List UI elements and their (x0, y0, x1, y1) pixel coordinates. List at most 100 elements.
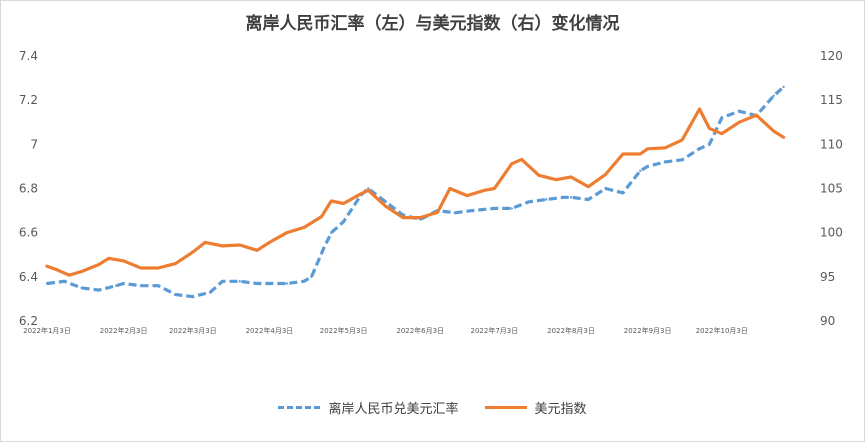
series-1-point (139, 284, 143, 287)
series-1-point (681, 158, 684, 161)
series-1-point (663, 160, 667, 164)
series-2-point (107, 257, 111, 260)
series-2-point (708, 127, 711, 130)
series-2-point (639, 152, 642, 156)
series-1-point (737, 110, 741, 113)
series-2-point (483, 189, 486, 192)
series-2-point (555, 178, 558, 181)
y-left-tick-label: 6.6 (19, 226, 38, 240)
series-1-point (384, 200, 387, 203)
series-2-point (681, 138, 684, 142)
series-2-point (238, 243, 241, 247)
series-line-1 (46, 85, 785, 299)
legend-label-series-1: 离岸人民币兑美元汇率 (328, 402, 459, 417)
series-2-point (45, 265, 49, 268)
series-1-point (621, 191, 625, 195)
series-2-point (80, 270, 83, 273)
series-2-point (772, 129, 775, 133)
chart-title: 离岸人民币汇率（左）与美元指数（右）变化情况 (245, 14, 620, 34)
series-2-point (384, 205, 387, 208)
series-2-point (493, 187, 496, 190)
series-2-point (68, 273, 71, 277)
y-left-tick-label: 6.2 (19, 314, 38, 328)
series-1-point (782, 85, 785, 89)
series-1-point (527, 200, 531, 203)
x-tick-label: 2022年8月3日 (547, 326, 595, 335)
series-1-point (238, 280, 241, 283)
series-2-point (436, 211, 439, 214)
series-2-point (587, 185, 590, 188)
x-tick-label: 2022年2月3日 (100, 326, 148, 335)
series-1-point (255, 282, 259, 285)
y-right-tick-label: 100 (820, 226, 843, 240)
series-1-point (639, 169, 642, 172)
series-1-point (174, 293, 177, 296)
series-1-point (510, 207, 513, 210)
y-left-tick-label: 7.4 (19, 49, 38, 63)
series-1-point (285, 282, 288, 285)
y-right-tick-label: 95 (820, 270, 835, 284)
series-2-point (330, 199, 333, 203)
y-left-tick-label: 7.2 (19, 93, 38, 107)
series-1-point (587, 198, 590, 201)
series-2-point (646, 147, 649, 150)
series-1-point (208, 291, 212, 294)
series-2-point (122, 259, 125, 263)
series-1-point (157, 284, 160, 287)
series-2-point (97, 263, 101, 266)
series-2-point (285, 231, 288, 234)
x-tick-label: 2022年4月3日 (246, 326, 294, 335)
legend-swatch-dashed-blue (278, 406, 321, 409)
series-2-point (367, 189, 370, 192)
series-2-point (698, 107, 701, 111)
series-2-point (569, 175, 573, 179)
x-tick-label: 2022年3月3日 (169, 326, 217, 335)
series-2-point (221, 244, 224, 248)
series-2-point (520, 158, 523, 161)
series-1-point (115, 284, 118, 287)
series-1-point (310, 275, 313, 278)
series-1-point (330, 231, 333, 234)
series-2-point (663, 146, 667, 150)
y-right-tick-label: 105 (820, 182, 843, 196)
legend-item-series-2: 美元指数 (484, 398, 587, 417)
x-tick-label: 2022年7月3日 (471, 326, 519, 335)
series-2-point (737, 121, 741, 124)
series-1-point (97, 288, 101, 292)
x-tick-label: 2022年10月3日 (696, 326, 748, 335)
legend-label-series-2: 美元指数 (534, 402, 587, 417)
x-tick-label: 2022年5月3日 (320, 326, 368, 335)
y-right-tick-label: 120 (820, 49, 843, 63)
y-left-tick-label: 7 (30, 137, 38, 151)
series-2-point (604, 173, 607, 176)
series-2-point (139, 266, 143, 270)
series-1-point (545, 198, 548, 201)
series-2-point (191, 250, 194, 254)
series-1-point (604, 187, 607, 190)
series-2-point (782, 136, 785, 139)
series-1-point (720, 116, 723, 120)
series-1-point (708, 143, 711, 146)
series-2-point (255, 249, 259, 252)
series-1-point (562, 196, 565, 199)
series-2-point (268, 241, 271, 244)
chart-legend: 离岸人民币兑美元汇率 美元指数 (0, 398, 865, 417)
series-2-point (510, 162, 513, 165)
y-left-tick-label: 6.4 (19, 270, 38, 284)
series-1-point (493, 207, 496, 210)
series-1-point (342, 220, 345, 223)
series-1-point (646, 165, 649, 168)
y-left-tick-label: 6.8 (19, 182, 38, 196)
series-1-point (122, 282, 125, 285)
legend-swatch-solid-orange (484, 406, 527, 409)
series-2-point (621, 152, 625, 156)
legend-item-series-1: 离岸人民币兑美元汇率 (278, 398, 459, 417)
series-2-point (401, 216, 405, 219)
series-2-point (755, 114, 758, 117)
series-2-point (157, 266, 160, 270)
series-1-point (63, 280, 66, 283)
series-1-point (322, 246, 325, 250)
series-2-point (720, 132, 723, 135)
